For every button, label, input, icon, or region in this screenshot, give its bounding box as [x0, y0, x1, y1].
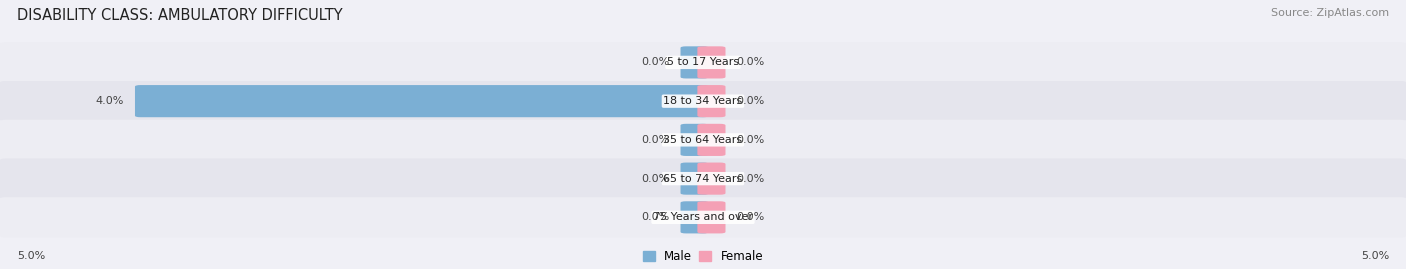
FancyBboxPatch shape [681, 162, 709, 195]
FancyBboxPatch shape [0, 81, 1406, 121]
FancyBboxPatch shape [0, 197, 1406, 238]
FancyBboxPatch shape [681, 201, 709, 233]
Text: 0.0%: 0.0% [737, 174, 765, 184]
FancyBboxPatch shape [0, 42, 1406, 83]
Text: DISABILITY CLASS: AMBULATORY DIFFICULTY: DISABILITY CLASS: AMBULATORY DIFFICULTY [17, 8, 343, 23]
Text: 0.0%: 0.0% [641, 212, 669, 222]
Text: 0.0%: 0.0% [641, 174, 669, 184]
Text: 18 to 34 Years: 18 to 34 Years [664, 96, 742, 106]
Text: 0.0%: 0.0% [737, 135, 765, 145]
Text: 0.0%: 0.0% [737, 212, 765, 222]
FancyBboxPatch shape [697, 46, 725, 79]
FancyBboxPatch shape [681, 124, 709, 156]
FancyBboxPatch shape [697, 124, 725, 156]
FancyBboxPatch shape [0, 120, 1406, 160]
Text: 5.0%: 5.0% [17, 250, 45, 261]
FancyBboxPatch shape [0, 158, 1406, 199]
Text: 35 to 64 Years: 35 to 64 Years [664, 135, 742, 145]
FancyBboxPatch shape [681, 46, 709, 79]
FancyBboxPatch shape [697, 162, 725, 195]
FancyBboxPatch shape [697, 201, 725, 233]
Text: 4.0%: 4.0% [96, 96, 124, 106]
Text: 0.0%: 0.0% [641, 57, 669, 68]
FancyBboxPatch shape [697, 85, 725, 117]
Text: 75 Years and over: 75 Years and over [652, 212, 754, 222]
Text: Source: ZipAtlas.com: Source: ZipAtlas.com [1271, 8, 1389, 18]
Text: 0.0%: 0.0% [737, 96, 765, 106]
Text: 0.0%: 0.0% [641, 135, 669, 145]
Legend: Male, Female: Male, Female [643, 250, 763, 263]
Text: 65 to 74 Years: 65 to 74 Years [664, 174, 742, 184]
FancyBboxPatch shape [135, 85, 709, 117]
Text: 5.0%: 5.0% [1361, 250, 1389, 261]
Text: 0.0%: 0.0% [737, 57, 765, 68]
Text: 5 to 17 Years: 5 to 17 Years [666, 57, 740, 68]
